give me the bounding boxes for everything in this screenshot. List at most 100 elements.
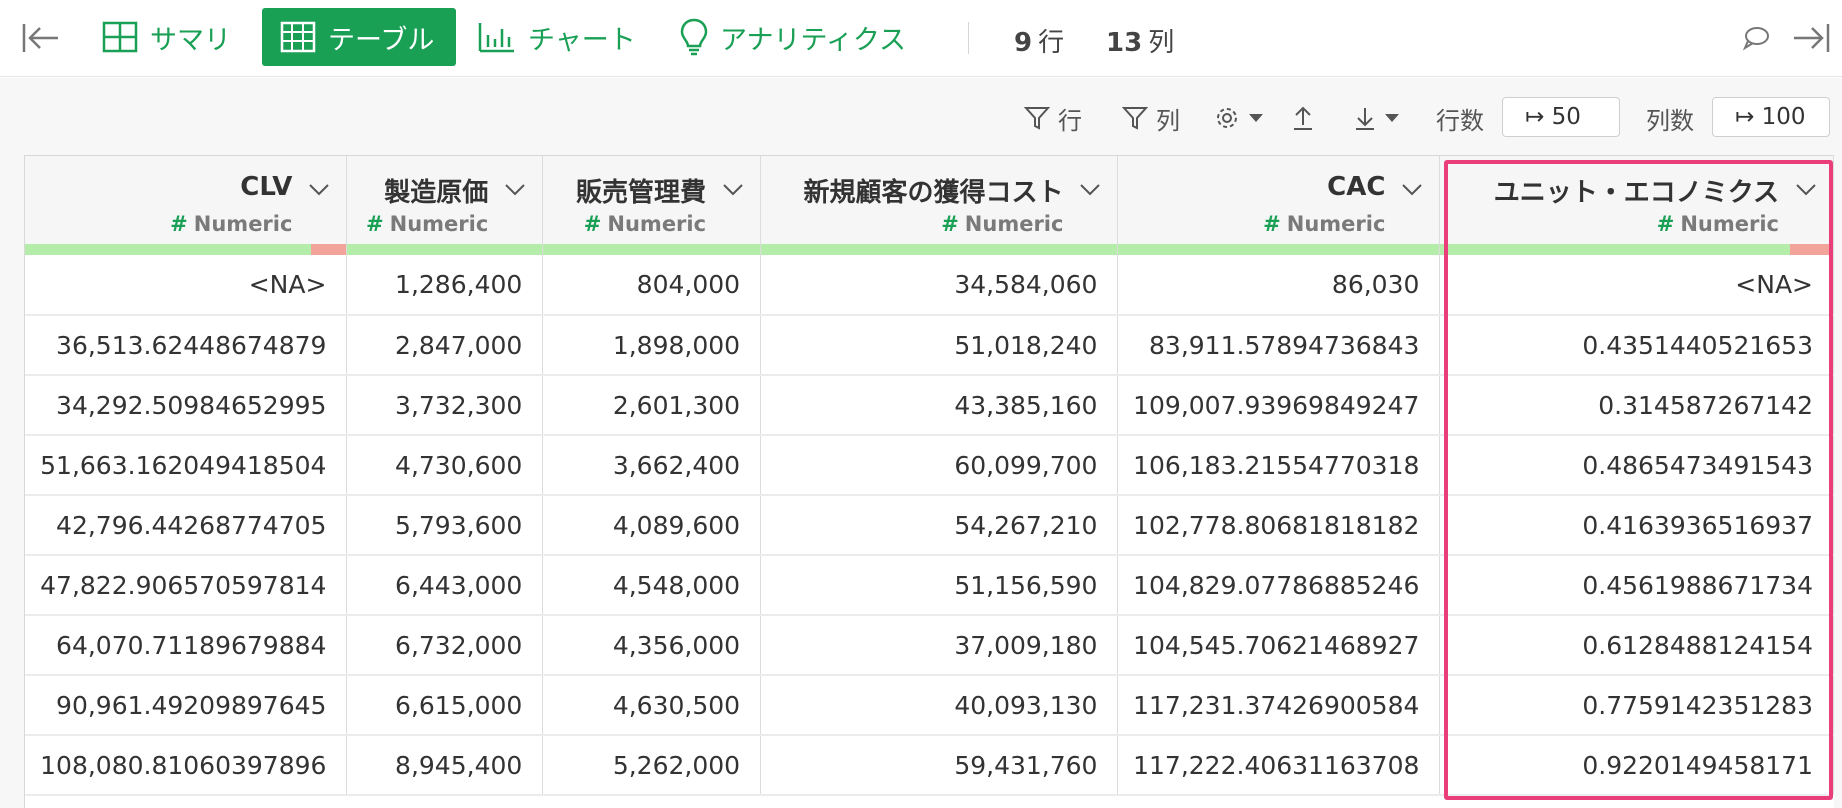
table-cell[interactable]: 40,093,130 <box>760 675 1119 736</box>
table-cell[interactable]: 102,778.80681818182 <box>1117 495 1441 556</box>
row-count-value: 9 <box>1014 28 1033 58</box>
chevron-down-icon[interactable] <box>1401 182 1423 201</box>
table-cell[interactable]: 2,601,300 <box>542 375 762 436</box>
tab-analytics[interactable]: アナリティクス <box>680 8 906 66</box>
table-cell[interactable]: 5,262,000 <box>542 735 762 796</box>
table-cell[interactable]: 4,356,000 <box>542 615 762 676</box>
table-cell[interactable]: 51,663.162049418504 <box>25 435 348 496</box>
settings-dropdown[interactable] <box>1214 105 1272 131</box>
column-header[interactable]: 販売管理費 # Numeric <box>542 156 762 244</box>
column-header[interactable]: CLV # Numeric <box>25 156 348 244</box>
table-cell[interactable]: 4,730,600 <box>346 435 544 496</box>
tab-table[interactable]: テーブル <box>262 8 456 66</box>
column-name: 製造原価 <box>384 178 489 208</box>
tab-chart[interactable]: チャート <box>478 8 636 66</box>
table-cell[interactable]: 117,222.40631163708 <box>1117 735 1441 796</box>
table-cell[interactable]: 6,615,000 <box>346 675 544 736</box>
table-cell[interactable]: 64,070.71189679884 <box>25 615 348 676</box>
table-cell[interactable]: 34,584,060 <box>760 255 1119 316</box>
chevron-down-icon[interactable] <box>1795 182 1817 201</box>
column-header[interactable]: ユニット・エコノミクス # Numeric <box>1439 156 1834 244</box>
collapse-right-icon[interactable] <box>1792 22 1830 58</box>
table-cell[interactable]: 108,080.81060397896 <box>25 735 348 796</box>
table-cell[interactable]: 47,822.906570597814 <box>25 555 348 616</box>
row-filter-button[interactable]: 行 <box>1024 101 1082 136</box>
table-row: 42,796.44268774705 5,793,600 4,089,600 54,2… <box>25 495 1834 556</box>
table-cell[interactable]: 1,286,400 <box>346 255 544 316</box>
numeric-icon: # <box>1263 212 1281 236</box>
table-cell[interactable]: 6,443,000 <box>346 555 544 616</box>
table-cell[interactable]: 104,545.70621468927 <box>1117 615 1441 676</box>
rows-limit-input[interactable]: ↦ 50 <box>1502 97 1620 137</box>
table-row: <NA> 1,286,400 804,000 34,584,060 86,030 <NA> <box>25 255 1834 316</box>
table-row: 51,663.162049418504 4,730,600 3,662,400 60,… <box>25 435 1834 496</box>
table-cell[interactable]: 4,548,000 <box>542 555 762 616</box>
column-filter-label: 列 <box>1156 106 1180 135</box>
table-cell[interactable]: 36,513.62448674879 <box>25 315 348 376</box>
table-cell[interactable]: 60,099,700 <box>760 435 1119 496</box>
data-table: CLV # Numeric 製造原価 # Numeric 販売管理費 # Numeric 新規顧客… <box>24 155 1834 808</box>
chevron-down-icon[interactable] <box>1079 182 1101 201</box>
column-filter-button[interactable]: 列 <box>1122 101 1180 136</box>
table-cell[interactable]: 54,267,210 <box>760 495 1119 556</box>
table-cell[interactable]: 0.4561988671734 <box>1439 555 1834 616</box>
table-cell[interactable]: 1,898,000 <box>542 315 762 376</box>
table-cell[interactable]: 83,911.57894736843 <box>1117 315 1441 376</box>
table-cell[interactable]: 0.9220149458171 <box>1439 735 1834 796</box>
table-cell[interactable]: 104,829.07786885246 <box>1117 555 1441 616</box>
table-cell[interactable]: 59,431,760 <box>760 735 1119 796</box>
table-cell[interactable]: 43,385,160 <box>760 375 1119 436</box>
numeric-icon: # <box>941 212 959 236</box>
comment-icon[interactable] <box>1742 24 1770 56</box>
table-cell[interactable]: 117,231.37426900584 <box>1117 675 1441 736</box>
column-count-unit: 列 <box>1148 28 1175 58</box>
chevron-down-icon[interactable] <box>504 182 526 201</box>
table-cell[interactable]: 4,630,500 <box>542 675 762 736</box>
caret-down-icon <box>1385 114 1399 122</box>
column-header[interactable]: 製造原価 # Numeric <box>346 156 544 244</box>
table-cell[interactable]: 106,183.21554770318 <box>1117 435 1441 496</box>
table-cell[interactable]: 90,961.49209897645 <box>25 675 348 736</box>
table-cell[interactable]: <NA> <box>1439 255 1834 316</box>
filter-icon <box>1024 107 1050 130</box>
bar-chart-icon <box>478 21 516 53</box>
download-dropdown[interactable] <box>1354 105 1408 131</box>
table-cell[interactable]: 0.4351440521653 <box>1439 315 1834 376</box>
table-cell[interactable]: 109,007.93969849247 <box>1117 375 1441 436</box>
column-type-label: Numeric <box>193 212 293 236</box>
missing-values-bar <box>1789 244 1833 255</box>
tab-summary[interactable]: サマリ <box>102 8 231 66</box>
table-cell[interactable]: 34,292.50984652995 <box>25 375 348 436</box>
table-cell[interactable]: 86,030 <box>1117 255 1441 316</box>
table-cell[interactable]: 0.314587267142 <box>1439 375 1834 436</box>
chevron-down-icon[interactable] <box>722 182 744 201</box>
table-cell[interactable]: 0.7759142351283 <box>1439 675 1834 736</box>
column-header[interactable]: 新規顧客の獲得コスト # Numeric <box>760 156 1119 244</box>
table-cell[interactable]: 0.4163936516937 <box>1439 495 1834 556</box>
table-cell[interactable]: 0.6128488124154 <box>1439 615 1834 676</box>
table-cell[interactable]: <NA> <box>25 255 348 316</box>
table-cell[interactable]: 37,009,180 <box>760 615 1119 676</box>
table-cell[interactable]: 804,000 <box>542 255 762 316</box>
table-cell[interactable]: 2,847,000 <box>346 315 544 376</box>
column-type: # Numeric <box>584 212 706 236</box>
column-quality-bar <box>1439 244 1834 255</box>
column-header[interactable]: CAC # Numeric <box>1117 156 1441 244</box>
column-type: # Numeric <box>941 212 1063 236</box>
table-cell[interactable]: 51,156,590 <box>760 555 1119 616</box>
column-name: 販売管理費 <box>576 178 707 208</box>
export-button[interactable] <box>1292 105 1322 131</box>
table-cell[interactable]: 5,793,600 <box>346 495 544 556</box>
table-cell[interactable]: 6,732,000 <box>346 615 544 676</box>
table-cell[interactable]: 0.4865473491543 <box>1439 435 1834 496</box>
column-count-value: 13 <box>1106 28 1143 58</box>
table-cell[interactable]: 3,662,400 <box>542 435 762 496</box>
table-cell[interactable]: 42,796.44268774705 <box>25 495 348 556</box>
collapse-left-icon[interactable] <box>22 22 60 58</box>
table-cell[interactable]: 51,018,240 <box>760 315 1119 376</box>
table-cell[interactable]: 3,732,300 <box>346 375 544 436</box>
table-cell[interactable]: 8,945,400 <box>346 735 544 796</box>
columns-limit-input[interactable]: ↦ 100 <box>1712 97 1830 137</box>
chevron-down-icon[interactable] <box>308 182 330 201</box>
table-cell[interactable]: 4,089,600 <box>542 495 762 556</box>
